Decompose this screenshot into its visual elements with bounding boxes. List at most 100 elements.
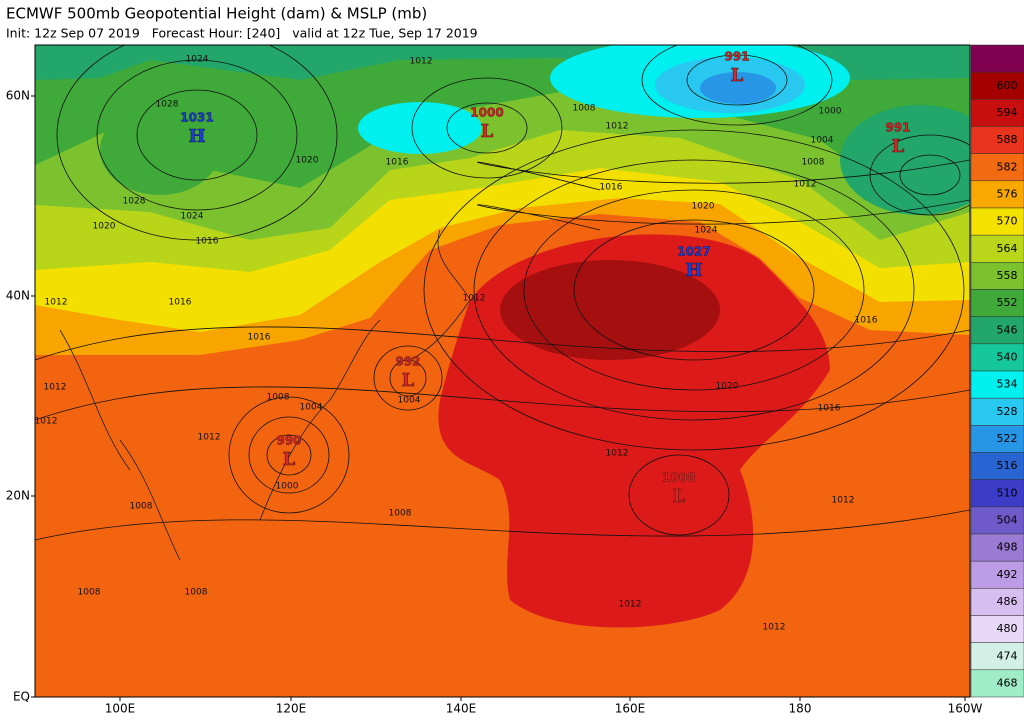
isobar-label: 1016 — [818, 404, 841, 414]
height-band — [700, 72, 776, 104]
lon-label: 180 — [789, 702, 812, 716]
isobar-label: 1008 — [78, 588, 101, 598]
isobar-label: 1004 — [398, 396, 421, 406]
colorbar-label: 594 — [997, 106, 1018, 119]
isobar — [686, 54, 788, 106]
colorbar-box — [970, 262, 1024, 290]
colorbar-label: 588 — [997, 133, 1018, 146]
isobar-label: 1004 — [811, 136, 834, 146]
center-value: 991 — [885, 121, 910, 135]
isobar-label: 1008 — [389, 509, 412, 519]
colorbar-label: 486 — [997, 595, 1018, 608]
isobar-label: 1016 — [855, 316, 878, 326]
colorbar-label: 480 — [997, 622, 1018, 635]
colorbar-box — [970, 425, 1024, 453]
colorbar-box — [970, 669, 1024, 698]
isobar-label: 1012 — [410, 57, 433, 67]
isobar — [641, 45, 833, 126]
colorbar-label: 516 — [997, 459, 1018, 472]
isobar-label: 1024 — [181, 212, 204, 222]
lon-label: 120E — [276, 702, 307, 716]
colorbar-label: 522 — [997, 432, 1018, 445]
isobar-label: 1012 — [619, 600, 642, 610]
isobar-label: 1020 — [716, 382, 739, 392]
center-letter: L — [283, 449, 296, 470]
colorbar-label: 564 — [997, 242, 1018, 255]
colorbar-box — [970, 588, 1024, 616]
isobar — [477, 199, 970, 231]
colorbar-label: 576 — [997, 187, 1018, 200]
center-letter: L — [673, 486, 686, 507]
isobar — [248, 416, 330, 494]
isobar-label: 1008 — [573, 104, 596, 114]
isobar — [628, 454, 730, 536]
lon-label: 140E — [446, 702, 477, 716]
colorbar-box — [970, 560, 1024, 589]
isobar — [56, 45, 338, 241]
center-value: 990 — [276, 434, 301, 448]
isobar — [373, 345, 443, 411]
isobar-label: 1008 — [267, 393, 290, 403]
map-frame — [34, 44, 971, 698]
isobar-label: 1028 — [123, 197, 146, 207]
isobar — [35, 509, 970, 541]
center-letter: L — [731, 65, 744, 86]
center-value: 1008 — [662, 471, 695, 485]
isobar-label: 1028 — [156, 100, 179, 110]
lat-label: 60N — [6, 89, 30, 103]
colorbar-label: 582 — [997, 160, 1018, 173]
colorbar-box — [970, 370, 1024, 399]
center-letter: L — [481, 121, 494, 142]
center-letter: L — [892, 136, 905, 157]
lat-label: 20N — [6, 489, 30, 503]
isobar — [35, 386, 970, 421]
lat-label: EQ — [13, 690, 30, 704]
colorbar-label: 468 — [997, 676, 1018, 689]
colorbar-label: 558 — [997, 269, 1018, 282]
isobar-label: 1000 — [819, 107, 842, 117]
colorbar-box — [970, 153, 1024, 182]
colorbar-box — [970, 289, 1024, 317]
colorbar-box — [970, 452, 1024, 480]
colorbar-box — [970, 99, 1024, 127]
isobar-label: 1016 — [196, 237, 219, 247]
coastline — [59, 229, 471, 561]
colorbar-box — [970, 316, 1024, 345]
map-area: 1024 1028 1028 1024 1020 1016 1012 1016 1016 1012… — [35, 45, 970, 697]
center-value: 992 — [395, 355, 420, 369]
colorbar-label: 498 — [997, 541, 1018, 554]
colorbar-label: 528 — [997, 405, 1018, 418]
isobar — [136, 89, 258, 181]
colorbar-box — [970, 234, 1024, 263]
colorbar-box — [970, 479, 1024, 508]
subtitle: Init: 12z Sep 07 2019 Forecast Hour: [24… — [6, 26, 478, 41]
isobar-label: 1012 — [463, 294, 486, 304]
isobar — [423, 129, 965, 451]
colorbar-label: 534 — [997, 378, 1018, 391]
isobar-label: 1012 — [606, 122, 629, 132]
isobar-label: 1008 — [130, 502, 153, 512]
center-value: 1000 — [470, 106, 503, 120]
center-value: 1027 — [677, 245, 710, 259]
isobar-label: 1016 — [600, 183, 623, 193]
isobar — [266, 434, 312, 476]
isobar-label: 1016 — [248, 333, 271, 343]
center-letter: L — [402, 370, 415, 391]
isobar-label: 1012 — [763, 623, 786, 633]
colorbar-box — [970, 642, 1024, 671]
isobar — [477, 159, 970, 191]
height-band — [500, 260, 720, 360]
colorbar-label: 504 — [997, 513, 1018, 526]
colorbar-label: 474 — [997, 649, 1018, 662]
colorbar-box — [970, 44, 1024, 73]
isobar-label: 1020 — [93, 222, 116, 232]
center-letter: H — [685, 260, 702, 281]
isobar — [411, 77, 563, 179]
colorbar-box — [970, 506, 1024, 535]
isobar — [389, 359, 427, 397]
isobar — [446, 102, 528, 154]
isobar — [96, 59, 298, 211]
colorbar-box — [970, 615, 1024, 643]
colorbar-label: 546 — [997, 323, 1018, 336]
